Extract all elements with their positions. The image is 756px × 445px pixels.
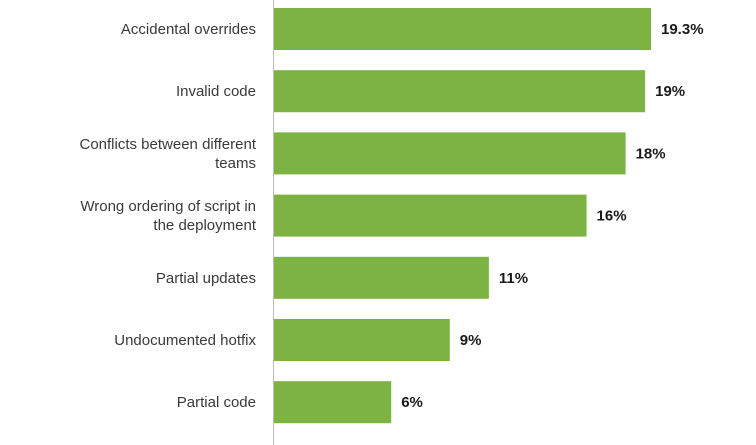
category-label-4: Wrong ordering of script in the deploymen… <box>80 198 256 234</box>
category-label-5: Partial updates <box>156 270 256 287</box>
bar-7 <box>274 381 392 424</box>
category-label-1: Accidental overrides <box>121 21 256 38</box>
value-label-4: 16% <box>597 208 627 225</box>
category-label-7: Partial code <box>177 394 256 411</box>
bar-4 <box>274 194 587 237</box>
bar-2 <box>274 70 646 113</box>
value-label-2: 19% <box>655 83 685 100</box>
category-label-6: Undocumented hotfix <box>114 332 256 349</box>
category-label-2: Invalid code <box>176 83 256 100</box>
value-label-5: 11% <box>499 270 528 287</box>
value-label-7: 6% <box>401 394 423 411</box>
value-label-3: 18% <box>636 145 666 162</box>
value-label-6: 9% <box>460 332 482 349</box>
value-label-1: 19.3% <box>661 21 704 38</box>
bar-3 <box>274 132 626 175</box>
category-label-3: Conflicts between different teams <box>80 136 257 172</box>
bar-5 <box>274 256 489 299</box>
bar-6 <box>274 319 450 361</box>
bar-1 <box>274 8 651 50</box>
